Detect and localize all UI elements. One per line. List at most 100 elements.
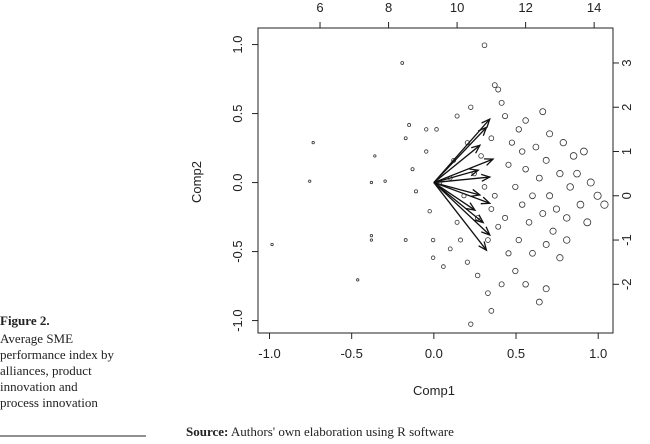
plot-frame [257, 27, 614, 334]
y2-tick-label: -1 [619, 234, 634, 246]
caption-line: Average SME [0, 331, 73, 346]
source-note: Source: Authors' own elaboration using R… [186, 424, 454, 439]
x2-tick-label: 14 [587, 0, 601, 15]
score-point [407, 123, 412, 127]
score-point [458, 237, 464, 243]
score-point [566, 183, 574, 191]
score-point [559, 139, 567, 147]
caption-line: alliances, product [0, 363, 92, 378]
score-point [600, 200, 609, 209]
arrow-head [480, 173, 492, 182]
score-point [311, 141, 315, 145]
loading-arrow [433, 182, 485, 224]
source-text: Authors' own elaboration using R softwar… [231, 424, 454, 439]
arrow-head [470, 188, 482, 197]
x2-tick-label: 8 [385, 0, 392, 15]
caption-line: process innovation [0, 395, 98, 410]
score-point [502, 214, 509, 221]
arrow-shaft [433, 181, 490, 204]
score-point [539, 108, 547, 116]
score-point [478, 153, 484, 159]
arrow-head [469, 168, 480, 177]
score-point [410, 167, 415, 172]
y2-tick-label: 1 [619, 148, 634, 155]
x2-tick-label: 12 [518, 0, 532, 15]
arrow-head [471, 144, 482, 154]
score-point [498, 281, 505, 288]
score-point [308, 179, 312, 183]
score-point [525, 219, 533, 226]
score-point [573, 169, 581, 178]
score-point [542, 156, 550, 164]
y2-tick-label: -2 [619, 279, 634, 291]
score-point [502, 113, 509, 120]
score-point [515, 126, 522, 133]
score-point [542, 285, 550, 293]
score-point [546, 130, 554, 138]
score-point [485, 237, 491, 243]
arrow-head [465, 202, 477, 212]
score-point [522, 117, 529, 124]
y-tick-label: 0.5 [230, 105, 245, 123]
arrow-head [478, 241, 488, 252]
score-point [369, 180, 374, 185]
score-point [403, 136, 408, 141]
loading-arrow [433, 182, 477, 212]
score-point [532, 143, 540, 151]
arrow-head [477, 126, 488, 137]
score-point [369, 234, 374, 238]
score-point [369, 238, 374, 242]
loading-arrow [433, 158, 495, 184]
score-point [400, 61, 405, 65]
arrow-shaft [433, 169, 479, 184]
arrow-head [481, 117, 491, 128]
score-point [519, 201, 526, 208]
arrow-head [474, 214, 485, 224]
x-tick-label: -0.5 [340, 346, 362, 361]
arrow-shaft [433, 158, 494, 184]
score-point [515, 236, 522, 244]
score-point [434, 127, 439, 132]
score-point [488, 308, 495, 314]
score-point [383, 179, 387, 183]
score-point [356, 278, 360, 282]
x2-tick-label: 10 [450, 0, 464, 15]
score-point [535, 298, 543, 306]
x2-tick-label: 6 [316, 0, 323, 15]
score-point [542, 241, 550, 248]
y-tick-label: -1.0 [230, 309, 245, 331]
score-point [424, 149, 429, 154]
score-point [441, 264, 446, 269]
score-point [485, 290, 491, 296]
y-tick-label: 0.0 [230, 174, 245, 192]
score-point [468, 321, 474, 327]
score-point [481, 184, 488, 190]
x-tick-label: 1.0 [589, 346, 607, 361]
score-point [498, 99, 505, 106]
score-point [468, 104, 474, 110]
score-point [505, 250, 512, 257]
score-point [569, 152, 578, 160]
score-point [454, 219, 460, 225]
score-point [505, 161, 512, 168]
y2-tick-label: 0 [619, 192, 634, 199]
score-point [529, 250, 536, 257]
score-point [512, 267, 519, 275]
score-point [495, 86, 502, 93]
loading-arrow [433, 144, 482, 184]
caption-line: innovation and [0, 379, 78, 394]
arrow-shaft [433, 182, 484, 224]
loading-arrow [433, 126, 488, 184]
score-point [430, 255, 436, 260]
score-point [403, 238, 408, 242]
arrow-shaft [433, 181, 481, 196]
score-point [556, 254, 564, 262]
x-tick-label: -1.0 [258, 346, 280, 361]
score-point [430, 237, 436, 243]
score-point [454, 113, 460, 119]
arrow-shaft [433, 176, 490, 184]
arrow-shaft [433, 126, 487, 184]
score-point [270, 242, 274, 247]
y2-tick-label: 3 [619, 59, 634, 66]
